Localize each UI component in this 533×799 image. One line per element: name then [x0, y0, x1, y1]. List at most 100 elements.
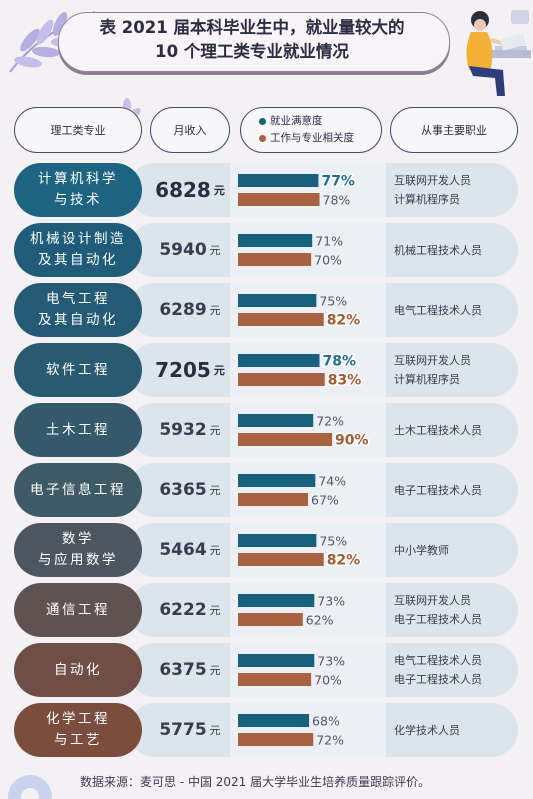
satisfaction-value-label: 75% [319, 294, 347, 309]
bar-cell-background [230, 523, 386, 577]
major-pill: 土木工程 [14, 403, 142, 457]
gear-icon [8, 775, 52, 799]
monthly-income: 6222 元 [150, 583, 230, 637]
relevance-bar [238, 493, 309, 506]
legend-dot-relevance-icon [259, 135, 266, 142]
monthly-income: 6365 元 [150, 463, 230, 517]
occupation-item: 计算机程序员 [394, 193, 460, 206]
major-name-line: 数学 [62, 531, 94, 547]
income-value: 6365 [159, 480, 207, 500]
satisfaction-bar [238, 414, 314, 427]
major-name-line: 通信工程 [46, 601, 110, 618]
major-name-line: 自动化 [54, 661, 102, 678]
satisfaction-bar [238, 174, 319, 187]
bar-cell-background [230, 283, 386, 337]
income-value: 5775 [159, 720, 207, 740]
satisfaction-value-label: 73% [317, 594, 345, 609]
major-name-line: 电子信息工程 [30, 481, 126, 498]
income-unit: 元 [209, 244, 221, 257]
income-unit: 元 [209, 664, 221, 677]
major-name-line: 与应用数学 [38, 552, 118, 568]
occupation-item: 土木工程技术人员 [394, 423, 482, 437]
income-unit: 元 [209, 724, 221, 737]
satisfaction-bar [238, 654, 315, 667]
header-occupation: 从事主要职业 [390, 107, 518, 153]
major-name-line: 化学工程 [46, 711, 110, 727]
relevance-value-label: 82% [327, 313, 361, 329]
occupation-item: 电子工程技术人员 [394, 673, 482, 686]
satisfaction-bar [238, 474, 316, 487]
major-name-line: 机械设计制造 [30, 231, 126, 247]
monthly-income: 5464 元 [150, 523, 230, 577]
income-unit: 元 [209, 304, 221, 317]
title-line-2: 10 个理工类专业就业情况 [155, 42, 349, 61]
monthly-income: 6289 元 [150, 283, 230, 337]
major-name-line: 及其自动化 [38, 312, 118, 328]
occupation-item: 机械工程技术人员 [394, 243, 482, 257]
occupation-list: 电气工程技术人员 电子工程技术人员 [394, 643, 518, 697]
chart-title: 表 2021 届本科毕业生中，就业量较大的 10 个理工类专业就业情况 [72, 16, 432, 64]
monthly-income: 5940 元 [150, 223, 230, 277]
monthly-income: 6375 元 [150, 643, 230, 697]
bar-cell-background [230, 583, 386, 637]
satisfaction-value-label: 78% [323, 354, 357, 370]
satisfaction-bar [238, 294, 317, 307]
satisfaction-value-label: 72% [316, 414, 344, 429]
satisfaction-value-label: 68% [312, 714, 340, 729]
occupation-item: 电子工程技术人员 [394, 613, 482, 626]
occupation-item: 中小学教师 [394, 543, 449, 557]
bar-cell-background [230, 163, 386, 217]
occupation-list: 土木工程技术人员 [394, 403, 518, 457]
bar-cell-background [230, 403, 386, 457]
satisfaction-bar [238, 714, 310, 727]
bar-cell-background [230, 223, 386, 277]
income-unit: 元 [213, 184, 225, 197]
major-pill: 电子信息工程 [14, 463, 142, 517]
major-pill: 计算机科学 与技术 [14, 163, 142, 217]
major-name-line: 与技术 [54, 192, 102, 208]
bar-cell-background [230, 643, 386, 697]
income-unit: 元 [209, 544, 221, 557]
income-value: 6222 [159, 600, 207, 620]
monthly-income: 7205 元 [150, 343, 230, 397]
bar-cell-background [230, 343, 386, 397]
header-major: 理工类专业 [14, 107, 142, 153]
relevance-bar [238, 373, 325, 386]
relevance-bar [238, 553, 324, 566]
satisfaction-bar [238, 534, 317, 547]
occupation-item: 互联网开发人员 [394, 354, 471, 367]
major-name-line: 电气工程 [46, 291, 110, 307]
income-unit: 元 [213, 364, 225, 377]
occupation-list: 互联网开发人员 计算机程序员 [394, 163, 518, 217]
relevance-bar [238, 673, 312, 686]
occupation-item: 互联网开发人员 [394, 594, 471, 607]
occupation-item: 电气工程技术人员 [394, 303, 482, 317]
occupation-list: 互联网开发人员 电子工程技术人员 [394, 583, 518, 637]
title-banner [58, 12, 450, 72]
monthly-income: 5775 元 [150, 703, 230, 757]
monthly-income: 6828 元 [150, 163, 230, 217]
satisfaction-value-label: 71% [315, 234, 343, 249]
relevance-value-label: 70% [314, 673, 342, 688]
major-pill: 自动化 [14, 643, 142, 697]
occupation-item: 计算机程序员 [394, 373, 460, 386]
satisfaction-value-label: 74% [318, 474, 346, 489]
relevance-bar [238, 313, 324, 326]
occupation-item: 电气工程技术人员 [394, 654, 482, 667]
satisfaction-value-label: 73% [317, 654, 345, 669]
bar-cell-background [230, 463, 386, 517]
legend-item-satisfaction: 就业满意度 [259, 113, 323, 130]
header-major-label: 理工类专业 [50, 124, 106, 137]
header-income-label: 月收入 [173, 124, 207, 137]
legend-label-relevance: 工作与专业相关度 [270, 132, 354, 144]
occupation-item: 化学技术人员 [394, 723, 460, 737]
income-value: 6828 [155, 178, 211, 202]
title-line-1: 表 2021 届本科毕业生中，就业量较大的 [99, 18, 405, 37]
relevance-value-label: 90% [335, 433, 369, 449]
income-unit: 元 [209, 604, 221, 617]
relevance-value-label: 62% [306, 613, 334, 628]
income-value: 6289 [159, 300, 207, 320]
satisfaction-bar [238, 354, 320, 367]
occupation-list: 电子工程技术人员 [394, 463, 518, 517]
relevance-value-label: 67% [311, 493, 339, 508]
